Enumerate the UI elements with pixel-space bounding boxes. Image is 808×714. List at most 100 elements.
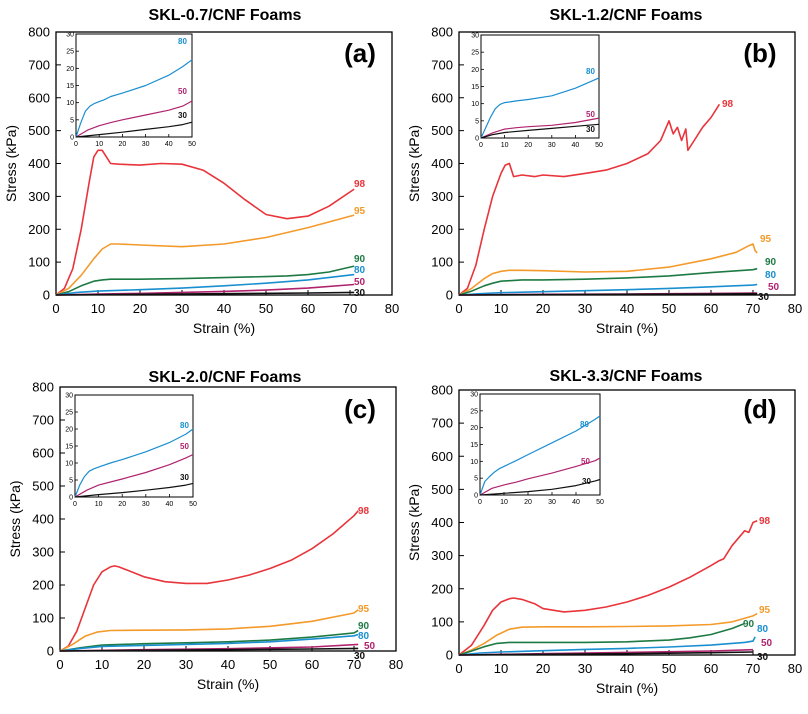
series-line-30	[59, 647, 359, 652]
series-line-90	[55, 265, 355, 296]
y-tick-label: 300	[28, 189, 50, 204]
inset-frame	[74, 394, 194, 498]
x-tick-label: 40	[221, 657, 235, 672]
series-line-98	[55, 149, 355, 296]
series-label-80: 80	[358, 631, 370, 642]
y-tick-label: 100	[32, 611, 54, 626]
y-tick-label: 400	[32, 512, 54, 527]
inset-x-tick-label: 10	[501, 142, 509, 149]
x-tick-label: 20	[536, 301, 550, 316]
series-line-80	[458, 636, 756, 656]
inset-x-tick-label: 30	[142, 501, 150, 508]
x-tick-label: 40	[217, 301, 231, 316]
y-tick-label: 500	[431, 123, 453, 138]
series-label-30: 30	[758, 292, 770, 303]
inset-x-tick-label: 20	[119, 141, 127, 148]
inset-x-tick-label: 10	[95, 141, 103, 148]
inset-x-tick-label: 30	[548, 142, 556, 149]
inset-series-label-80: 80	[586, 67, 595, 76]
inset-y-tick-label: 20	[66, 66, 74, 73]
inset-chart: 0 5 10 15 20 25 30 0 10 20 30 40 50 80 50 30	[65, 393, 197, 509]
x-tick-label: 70	[746, 301, 760, 316]
chart-title: SKL-0.7/CNF Foams	[149, 7, 302, 24]
y-tick-label: 800	[28, 25, 50, 40]
series-label-30: 30	[354, 288, 366, 299]
inset-x-tick-label: 50	[596, 499, 604, 506]
series-line-90	[458, 267, 758, 296]
inset-y-tick-label: 25	[66, 49, 74, 56]
inset-y-tick-label: 15	[65, 444, 73, 451]
inset-series-label-30: 30	[178, 111, 187, 120]
inset-series-label-80: 80	[180, 421, 189, 430]
inset-series-line-50	[480, 117, 600, 139]
series-line-98	[458, 103, 721, 296]
inset-x-tick-label: 40	[166, 501, 174, 508]
series-label-95: 95	[760, 234, 772, 245]
series-line-95	[59, 609, 359, 652]
series-label-50: 50	[354, 277, 366, 288]
y-tick-label: 300	[32, 545, 54, 560]
x-tick-label: 10	[95, 657, 109, 672]
inset-y-tick-label: 20	[471, 67, 479, 74]
inset-x-tick-label: 40	[572, 499, 580, 506]
series-line-98	[59, 510, 359, 652]
series-label-50: 50	[761, 638, 773, 649]
y-tick-label: 100	[28, 255, 50, 270]
x-axis-label: Strain (%)	[596, 680, 658, 696]
series-label-98: 98	[358, 506, 370, 517]
inset-chart: 0 5 10 15 20 25 30 0 10 20 30 40 50 80 50 30	[471, 33, 603, 150]
x-tick-label: 80	[788, 301, 802, 316]
x-axis-label: Strain (%)	[596, 320, 658, 336]
y-tick-label: 400	[431, 515, 453, 530]
y-tick-label: 100	[431, 255, 453, 270]
inset-chart: 0 5 10 15 20 25 30 0 10 20 30 40 50 80 50 30	[470, 392, 604, 507]
x-tick-label: 80	[389, 657, 403, 672]
inset-y-tick-label: 10	[66, 100, 74, 107]
y-tick-label: 300	[431, 189, 453, 204]
series-label-90: 90	[765, 257, 777, 268]
series-label-98: 98	[354, 179, 366, 190]
inset-x-tick-label: 50	[189, 501, 197, 508]
inset-series-line-30	[74, 482, 194, 498]
series-line-80	[59, 633, 359, 652]
inset-y-tick-label: 5	[69, 478, 73, 485]
chart-title: SKL-1.2/CNF Foams	[550, 7, 703, 24]
series-line-95	[55, 214, 355, 296]
x-tick-label: 50	[263, 657, 277, 672]
y-tick-label: 500	[431, 482, 453, 497]
inset-frame	[480, 34, 600, 139]
x-tick-label: 0	[455, 301, 462, 316]
inset-series-line-80	[74, 428, 194, 498]
inset-y-tick-label: 30	[471, 33, 479, 40]
inset-frame	[75, 33, 193, 138]
inset-y-tick-label: 15	[471, 84, 479, 91]
series-line-30	[458, 292, 758, 296]
inset-y-tick-label: 10	[65, 461, 73, 468]
y-tick-label: 200	[431, 222, 453, 237]
series-label-50: 50	[768, 282, 780, 293]
inset-x-tick-label: 0	[478, 499, 482, 506]
y-tick-label: 700	[32, 413, 54, 428]
inset-series-label-30: 30	[582, 477, 591, 486]
series-line-95	[458, 243, 758, 296]
inset-y-tick-label: 20	[470, 425, 478, 432]
chart-title: SKL-3.3/CNF Foams	[550, 368, 703, 385]
inset-series-line-50	[75, 100, 193, 138]
inset-series-line-30	[75, 121, 193, 138]
x-tick-label: 60	[305, 657, 319, 672]
inset-series-line-50	[479, 457, 601, 496]
inset-x-tick-label: 40	[572, 142, 580, 149]
series-label-80: 80	[757, 624, 769, 635]
panel-label: (a)	[344, 38, 376, 68]
y-tick-label: 200	[32, 578, 54, 593]
inset-x-tick-label: 0	[74, 141, 78, 148]
inset-x-tick-label: 20	[524, 499, 532, 506]
inset-series-label-30: 30	[180, 473, 189, 482]
x-tick-label: 20	[137, 657, 151, 672]
y-tick-label: 200	[28, 222, 50, 237]
inset-series-label-50: 50	[178, 87, 187, 96]
inset-x-tick-label: 20	[118, 501, 126, 508]
y-tick-label: 800	[431, 25, 453, 40]
chart-panel-2: SKL-1.2/CNF Foams01002003004005006007008…	[406, 7, 802, 336]
series-line-30	[458, 651, 754, 656]
